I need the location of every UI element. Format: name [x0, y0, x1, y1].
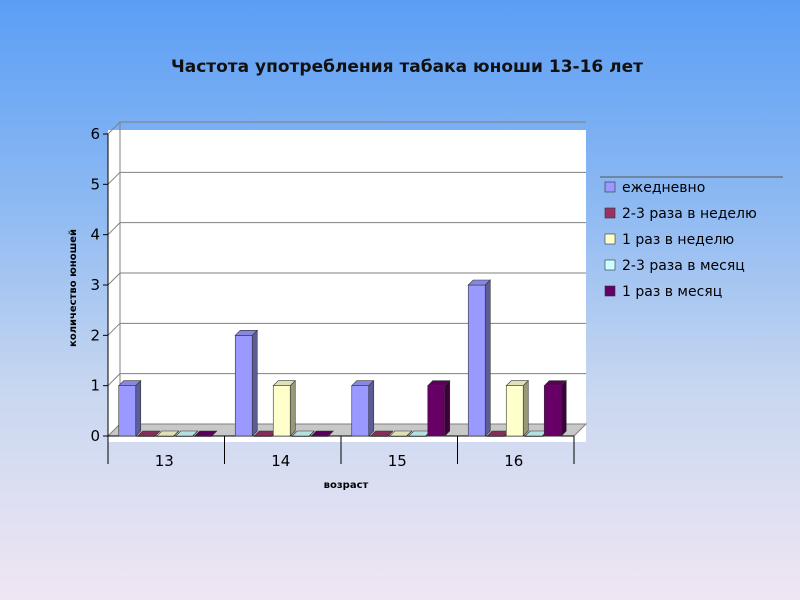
- legend-label: ежедневно: [622, 180, 705, 196]
- bar: [486, 430, 510, 437]
- legend-label: 1 раз в месяц: [622, 284, 722, 300]
- bar: [370, 430, 394, 437]
- bar-side: [135, 379, 142, 437]
- bar: [234, 329, 258, 437]
- y-tick-label: 1: [90, 377, 100, 395]
- bar: [310, 430, 334, 437]
- bar-side: [289, 379, 296, 437]
- bar-front: [272, 385, 291, 437]
- legend-swatch: [604, 285, 616, 297]
- bar-front: [234, 335, 253, 437]
- legend-swatch: [604, 259, 616, 271]
- bar: [137, 430, 161, 437]
- y-axis: 0 1 2 3 4 5 6: [90, 125, 108, 445]
- bar-front: [118, 385, 137, 437]
- x-tick-label: 16: [504, 452, 523, 470]
- y-tick-label: 5: [90, 175, 100, 193]
- bar-side: [328, 430, 334, 437]
- x-axis-title: возраст: [324, 480, 369, 491]
- bar-side: [444, 379, 451, 437]
- legend-label: 2-3 раза в неделю: [622, 206, 757, 222]
- bar: [118, 379, 142, 437]
- legend-item: 2-3 раза в месяц: [604, 258, 745, 274]
- bar: [505, 379, 529, 437]
- x-axis: 13 14 15 16: [107, 436, 575, 470]
- legend-item: 1 раз в неделю: [604, 232, 734, 248]
- bar-front: [505, 385, 524, 437]
- x-tick-label: 15: [388, 452, 407, 470]
- bar-front: [467, 284, 486, 437]
- y-tick-label: 6: [90, 125, 100, 143]
- bar-front: [543, 385, 562, 437]
- bar-side: [173, 430, 179, 437]
- y-tick-label: 3: [90, 276, 100, 294]
- bars: [118, 279, 567, 437]
- bar: [408, 430, 432, 437]
- bar-side: [211, 430, 217, 437]
- x-tick-label: 14: [271, 452, 290, 470]
- legend-item: 1 раз в месяц: [604, 284, 722, 300]
- bar-side: [154, 430, 160, 437]
- bar-side: [522, 379, 529, 437]
- bar-side: [251, 329, 258, 437]
- legend-item: ежедневно: [604, 180, 705, 196]
- bar-side: [406, 430, 412, 437]
- y-tick-label: 0: [90, 427, 100, 445]
- legend-swatch: [604, 207, 616, 219]
- bar-side: [368, 379, 375, 437]
- legend-label: 2-3 раза в месяц: [622, 258, 745, 274]
- bar: [194, 430, 218, 437]
- bar: [467, 279, 491, 437]
- bar: [253, 430, 277, 437]
- x-tick-label: 13: [155, 452, 174, 470]
- bar: [389, 430, 413, 437]
- bar: [427, 379, 451, 437]
- bar: [351, 379, 375, 437]
- bar-front: [427, 385, 446, 437]
- bar: [156, 430, 180, 437]
- legend-swatch: [604, 181, 616, 193]
- legend-label: 1 раз в неделю: [622, 232, 734, 248]
- legend: ежедневно 2-3 раза в неделю 1 раз в неделю…: [600, 176, 783, 300]
- y-axis-title: количество юношей: [68, 229, 79, 347]
- bar: [543, 379, 567, 437]
- legend-swatch: [604, 233, 616, 245]
- bar: [272, 379, 296, 437]
- bar-side: [387, 430, 393, 437]
- bar-side: [192, 430, 198, 437]
- y-tick-label: 4: [90, 226, 100, 244]
- bar-side: [484, 279, 491, 437]
- bar-side: [560, 379, 567, 437]
- legend-item: 2-3 раза в неделю: [604, 206, 757, 222]
- chart-title: Частота употребления табака юноши 13-16 …: [171, 57, 643, 77]
- bar: [175, 430, 199, 437]
- y-tick-label: 2: [90, 326, 100, 344]
- bar-side: [309, 430, 315, 437]
- bar-front: [351, 385, 370, 437]
- bar: [291, 430, 315, 437]
